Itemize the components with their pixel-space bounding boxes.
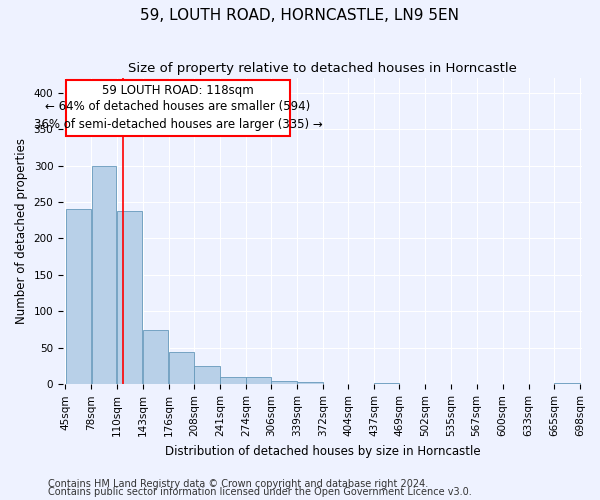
- Text: ← 64% of detached houses are smaller (594): ← 64% of detached houses are smaller (59…: [46, 100, 311, 114]
- Bar: [65, 210, 91, 384]
- Bar: [194, 366, 220, 384]
- Bar: [117, 211, 142, 384]
- Text: Contains HM Land Registry data © Crown copyright and database right 2024.: Contains HM Land Registry data © Crown c…: [48, 479, 428, 489]
- X-axis label: Distribution of detached houses by size in Horncastle: Distribution of detached houses by size …: [165, 444, 481, 458]
- Bar: [246, 377, 271, 384]
- Bar: [297, 382, 323, 384]
- Bar: [374, 383, 399, 384]
- Text: 59, LOUTH ROAD, HORNCASTLE, LN9 5EN: 59, LOUTH ROAD, HORNCASTLE, LN9 5EN: [140, 8, 460, 22]
- Y-axis label: Number of detached properties: Number of detached properties: [15, 138, 28, 324]
- Text: 59 LOUTH ROAD: 118sqm: 59 LOUTH ROAD: 118sqm: [102, 84, 254, 98]
- Title: Size of property relative to detached houses in Horncastle: Size of property relative to detached ho…: [128, 62, 517, 76]
- Bar: [92, 166, 116, 384]
- Bar: [143, 330, 169, 384]
- Text: Contains public sector information licensed under the Open Government Licence v3: Contains public sector information licen…: [48, 487, 472, 497]
- Bar: [271, 380, 297, 384]
- Bar: [169, 352, 194, 384]
- Bar: [220, 377, 245, 384]
- Text: 36% of semi-detached houses are larger (335) →: 36% of semi-detached houses are larger (…: [34, 118, 322, 132]
- Bar: [554, 383, 580, 384]
- FancyBboxPatch shape: [66, 80, 290, 136]
